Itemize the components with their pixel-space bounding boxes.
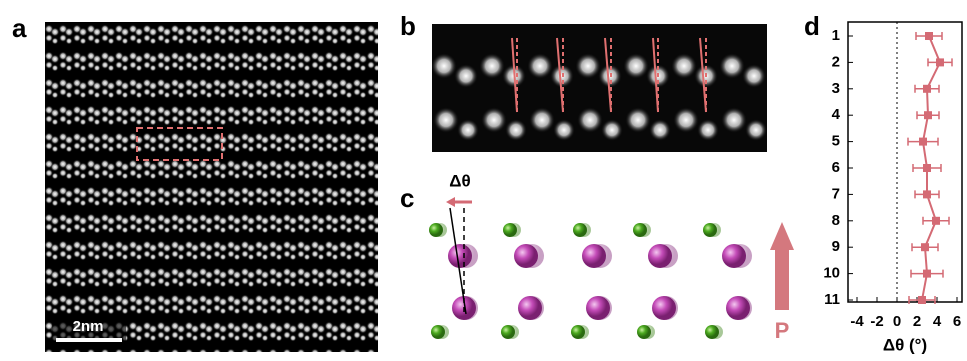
- y-tick-label: 4: [832, 106, 841, 123]
- point: [919, 138, 927, 146]
- x-tick-label: 6: [953, 313, 961, 330]
- y-tick-label: 10: [823, 265, 840, 282]
- atoms: [429, 223, 752, 339]
- y-tick-label: 1: [832, 27, 840, 44]
- y-tick-label: 2: [832, 53, 840, 70]
- point: [923, 270, 931, 278]
- x-tick-label: -2: [870, 313, 883, 330]
- y-tick-label: 3: [832, 80, 840, 97]
- x-tick-label: 4: [933, 313, 942, 330]
- point: [932, 217, 940, 225]
- y-tick-label: 9: [832, 238, 840, 255]
- scale-bar-label: 2nm: [73, 318, 104, 335]
- polarization-arrow-head: [770, 222, 794, 250]
- point: [923, 85, 931, 93]
- x-tick-label: -4: [850, 313, 864, 330]
- x-axis-label: Δθ (°): [883, 335, 927, 354]
- point: [925, 32, 933, 40]
- x-tick-label: 0: [893, 313, 901, 330]
- y-tick-label: 8: [832, 212, 840, 229]
- polarization-label: P: [775, 318, 790, 343]
- polarization-arrow: [775, 248, 789, 310]
- y-tick-label: 6: [832, 159, 840, 176]
- arrow-head: [446, 197, 455, 207]
- y-tick-label: 7: [832, 185, 840, 202]
- panel-label: b: [400, 11, 416, 41]
- panel-label: d: [804, 11, 820, 41]
- figure: a 2nm b c Δθ: [0, 0, 967, 356]
- panel-label: a: [12, 13, 27, 43]
- delta-theta-label: Δθ: [449, 171, 470, 190]
- point: [923, 190, 931, 198]
- y-tick-label: 11: [824, 291, 840, 308]
- point: [918, 296, 926, 304]
- y-tick-label: 5: [832, 133, 840, 150]
- stem-image: [45, 22, 378, 352]
- zoom-image: [432, 24, 767, 152]
- panel-label: c: [400, 183, 414, 213]
- point: [936, 58, 944, 66]
- point: [921, 243, 929, 251]
- x-tick-label: 2: [913, 313, 921, 330]
- point: [923, 164, 931, 172]
- point: [924, 111, 932, 119]
- plot-frame: [848, 22, 962, 302]
